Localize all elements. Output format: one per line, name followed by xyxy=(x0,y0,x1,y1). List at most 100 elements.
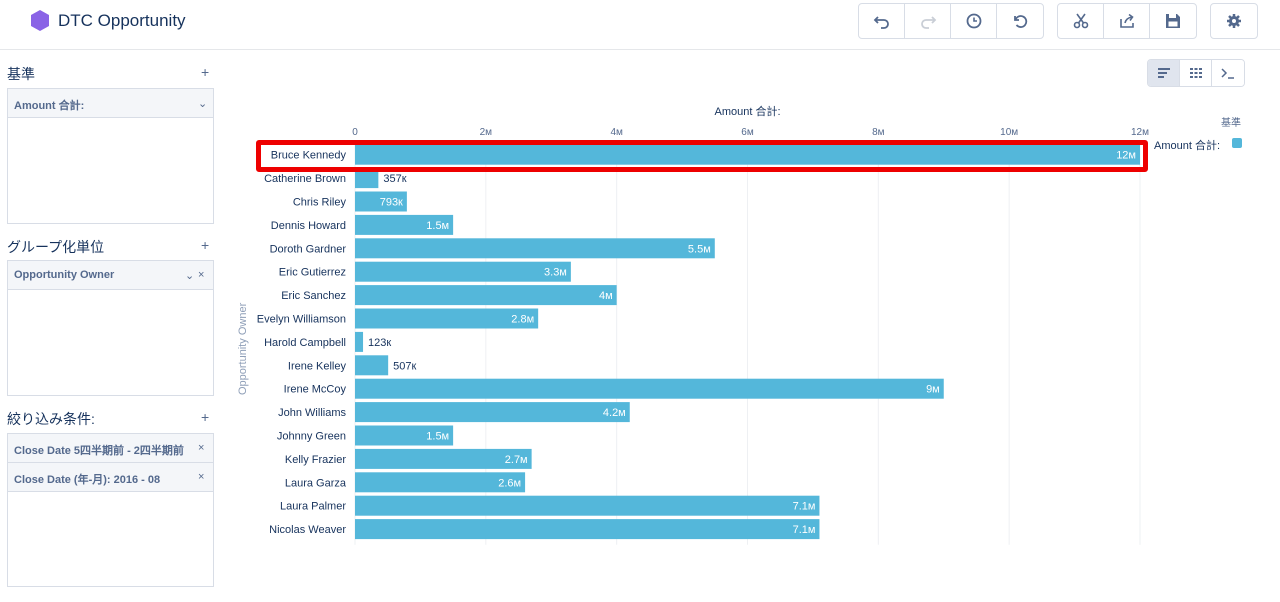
filter-pill-label: Close Date 5四半期前 - 2四半期前 xyxy=(14,445,184,457)
bar xyxy=(355,214,454,235)
measures-drop-zone[interactable]: Amount 合計: ⌄ xyxy=(7,88,214,224)
y-category-label: Evelyn Williamson xyxy=(257,314,346,326)
share-icon xyxy=(1119,13,1134,28)
bar xyxy=(355,285,617,306)
measure-pill[interactable]: Amount 合計: ⌄ xyxy=(8,89,213,118)
add-grouping-button[interactable]: + xyxy=(201,237,210,253)
query-view-button[interactable] xyxy=(1212,60,1244,86)
x-tick-label: 2м xyxy=(480,127,493,138)
legend-label: Amount 合計: xyxy=(1154,140,1221,152)
add-measure-button[interactable]: + xyxy=(201,64,210,80)
grouping-drop-zone[interactable]: Opportunity Owner ⌄ × xyxy=(7,260,214,396)
undo-icon xyxy=(873,16,889,29)
y-category-label: Laura Garza xyxy=(285,477,347,489)
legend-swatch xyxy=(1232,138,1242,148)
add-filter-button[interactable]: + xyxy=(201,409,210,425)
filter-pill[interactable]: Close Date (年-月): 2016 - 08 × xyxy=(8,463,213,492)
app-header: DTC Opportunity xyxy=(0,0,1280,50)
redo-button[interactable] xyxy=(905,4,951,38)
bar xyxy=(355,378,944,399)
history-button[interactable] xyxy=(951,4,997,38)
bar-value-label: 1.5м xyxy=(426,431,449,443)
filter-pill[interactable]: Close Date 5四半期前 - 2四半期前 × xyxy=(8,434,213,463)
filter-pill-label: Close Date (年-月): 2016 - 08 xyxy=(14,474,161,486)
bar xyxy=(355,308,539,329)
bar xyxy=(355,261,571,282)
x-tick-label: 8м xyxy=(872,127,885,138)
table-view-button[interactable] xyxy=(1180,60,1212,86)
terminal-icon xyxy=(1221,68,1234,79)
bar xyxy=(355,144,1140,165)
grouping-pill-label: Opportunity Owner xyxy=(14,269,115,281)
close-icon[interactable]: × xyxy=(198,442,205,454)
redo-icon xyxy=(920,16,936,29)
scissors-icon xyxy=(1073,13,1088,29)
x-tick-label: 0 xyxy=(352,127,358,138)
save-button[interactable] xyxy=(1150,4,1196,38)
history-button-group xyxy=(858,3,1044,39)
y-category-label: Dennis Howard xyxy=(271,220,346,232)
y-category-label: Catherine Brown xyxy=(264,173,346,185)
table-icon xyxy=(1189,68,1202,78)
grouping-pill[interactable]: Opportunity Owner ⌄ × xyxy=(8,261,213,290)
highlight-annotation xyxy=(256,140,1148,172)
close-icon[interactable]: × xyxy=(198,471,205,483)
x-tick-label: 12м xyxy=(1131,127,1149,138)
bar xyxy=(355,331,364,352)
bar-value-label: 123к xyxy=(368,337,391,349)
clip-button[interactable] xyxy=(1058,4,1104,38)
app-hexagon-icon xyxy=(31,10,49,31)
bar xyxy=(355,191,407,212)
bar-value-label: 9м xyxy=(926,384,940,396)
bar-value-label: 507к xyxy=(393,360,416,372)
y-category-label: Eric Sanchez xyxy=(281,290,346,302)
y-category-label: Irene Kelley xyxy=(288,360,347,372)
bar xyxy=(355,168,379,189)
y-category-label: Chris Riley xyxy=(293,197,347,209)
undo-button[interactable] xyxy=(859,4,905,38)
settings-button[interactable] xyxy=(1211,4,1257,38)
bar-value-label: 7.1м xyxy=(793,501,816,513)
y-category-label: Nicolas Weaver xyxy=(269,524,346,536)
reset-button[interactable] xyxy=(997,4,1043,38)
x-tick-label: 6м xyxy=(741,127,754,138)
bar-value-label: 4м xyxy=(599,290,613,302)
y-category-label: Harold Campbell xyxy=(264,337,346,349)
clock-icon xyxy=(966,13,981,29)
bar xyxy=(355,472,526,493)
close-icon[interactable]: × xyxy=(198,269,205,281)
bar-value-label: 2.7м xyxy=(505,454,528,466)
y-category-label: Irene McCoy xyxy=(284,384,347,396)
bar-chart: Amount 合計: 0 2м 4м 6м 8м 10м 12м Opportunity Own… xyxy=(237,104,1149,545)
view-toggle xyxy=(1147,59,1245,87)
bar xyxy=(355,402,630,423)
chevron-down-icon[interactable]: ⌄ xyxy=(185,270,195,282)
filters-section-label: 絞り込み条件: xyxy=(7,411,95,427)
bar xyxy=(355,238,715,259)
chart-view-button[interactable] xyxy=(1148,60,1180,86)
bar-value-label: 357к xyxy=(383,173,406,185)
y-category-label: Doroth Gardner xyxy=(270,243,347,255)
bar-chart-icon xyxy=(1157,68,1170,78)
save-icon xyxy=(1166,14,1180,28)
y-category-label: Kelly Frazier xyxy=(285,454,346,466)
page-title: DTC Opportunity xyxy=(58,11,186,30)
bar-value-label: 3.3м xyxy=(544,267,567,279)
measure-pill-label: Amount 合計: xyxy=(14,100,85,112)
x-tick-label: 4м xyxy=(610,127,623,138)
chevron-down-icon[interactable]: ⌄ xyxy=(198,98,208,110)
y-category-label: Johnny Green xyxy=(277,431,346,443)
edit-button-group xyxy=(1057,3,1197,39)
bar xyxy=(355,448,532,469)
bar xyxy=(355,495,820,516)
share-button[interactable] xyxy=(1104,4,1150,38)
gear-icon xyxy=(1227,14,1241,28)
y-category-label: Eric Gutierrez xyxy=(279,267,346,279)
bar-value-label: 7.1м xyxy=(793,524,816,536)
y-axis-title: Opportunity Owner xyxy=(237,302,249,395)
y-category-label: John Williams xyxy=(278,407,346,419)
bar-value-label: 12м xyxy=(1116,150,1136,162)
bar xyxy=(355,355,389,376)
filters-drop-zone[interactable]: Close Date 5四半期前 - 2四半期前 × Close Date (年… xyxy=(7,433,214,587)
reset-icon xyxy=(1014,15,1028,28)
